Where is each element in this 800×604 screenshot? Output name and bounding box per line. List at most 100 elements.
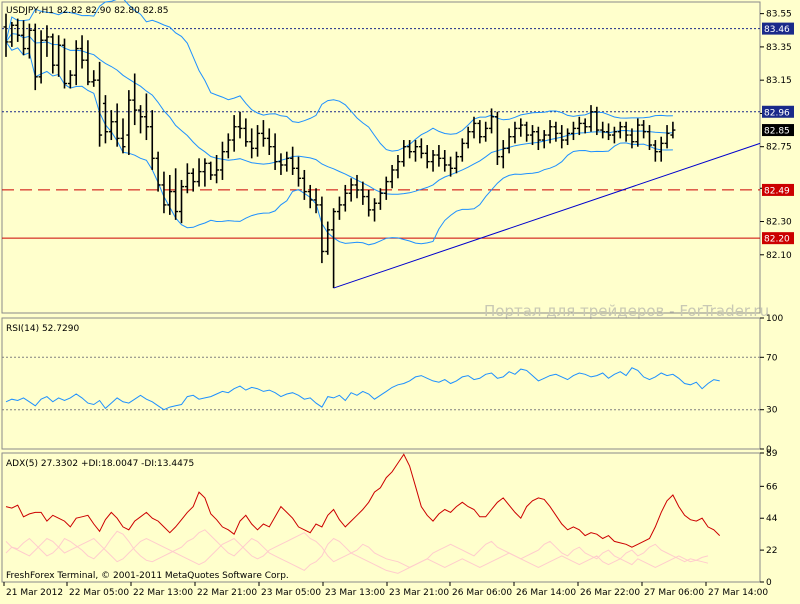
ohlc-bar[interactable] [50,33,56,74]
ohlc-bar[interactable] [67,70,73,89]
ohlc-bar[interactable] [506,128,512,154]
ohlc-bar[interactable] [658,136,664,162]
ohlc-bar[interactable] [79,35,85,69]
ohlc-bar[interactable] [372,198,378,222]
ohlc-bar[interactable] [26,23,32,59]
ohlc-bar[interactable] [477,120,483,144]
ohlc-bar[interactable] [635,118,641,147]
ohlc-bar[interactable] [225,133,231,159]
ohlc-bar[interactable] [313,188,319,214]
ohlc-bar[interactable] [582,118,588,134]
trendline[interactable] [333,142,761,289]
ohlc-bar[interactable] [600,121,606,139]
ohlc-bar[interactable] [15,18,21,42]
ohlc-bar[interactable] [670,121,676,139]
ohlc-bar[interactable] [272,133,278,170]
ohlc-bar[interactable] [530,125,535,146]
ohlc-bar[interactable] [108,110,114,141]
ohlc-bar[interactable] [62,38,67,89]
ohlc-bar[interactable] [208,161,214,180]
ohlc-bar[interactable] [576,116,582,136]
ohlc-bar[interactable] [296,156,301,187]
ohlc-bar[interactable] [290,146,296,175]
ohlc-bar[interactable] [114,103,120,147]
ohlc-bar[interactable] [3,13,9,57]
ohlc-bar[interactable] [453,151,459,174]
ohlc-bar[interactable] [606,123,612,141]
ohlc-bar[interactable] [243,118,249,147]
ohlc-bar[interactable] [611,126,617,144]
ohlc-bar[interactable] [629,128,635,149]
ohlc-bar[interactable] [570,121,576,141]
ohlc-bar[interactable] [336,196,342,220]
ohlc-bar[interactable] [348,178,354,202]
ohlc-bar[interactable] [465,126,471,149]
ohlc-bar[interactable] [494,111,500,165]
ohlc-bar[interactable] [9,21,15,47]
ohlc-bar[interactable] [301,169,307,200]
ohlc-bar[interactable] [202,158,208,187]
ohlc-bar[interactable] [389,164,395,189]
ohlc-bar[interactable] [524,121,530,142]
ohlc-bar[interactable] [459,138,465,162]
ohlc-bar[interactable] [424,145,430,169]
ohlc-bar[interactable] [173,168,179,220]
ohlc-bar[interactable] [179,179,184,224]
ohlc-bar[interactable] [237,111,243,139]
ohlc-bar[interactable] [418,138,424,159]
ohlc-bar[interactable] [155,151,161,192]
ohlc-bar[interactable] [120,118,126,154]
ohlc-bar[interactable] [307,184,313,209]
ohlc-bar[interactable] [594,106,600,136]
ohlc-bar[interactable] [73,40,79,86]
ohlc-bar[interactable] [448,156,454,177]
ohlc-bar[interactable] [284,151,290,172]
ohlc-bar[interactable] [278,153,284,175]
ohlc-bar[interactable] [196,158,202,187]
ohlc-bar[interactable] [319,196,325,264]
ohlc-bar[interactable] [535,126,541,151]
ohlc-bar[interactable] [249,128,255,159]
ohlc-bar[interactable] [377,188,383,210]
ohlc-bar[interactable] [652,140,658,162]
ohlc-bar[interactable] [547,120,553,144]
ohlc-bar[interactable] [617,121,623,139]
ohlc-bar[interactable] [260,120,266,147]
ohlc-bar[interactable] [126,90,132,156]
ohlc-bar[interactable] [143,93,149,141]
ohlc-bar[interactable] [231,115,237,152]
ohlc-bar[interactable] [214,155,220,184]
ohlc-bar[interactable] [664,125,670,149]
ohlc-bar[interactable] [518,118,524,137]
ohlc-bar[interactable] [512,121,518,144]
ohlc-bar[interactable] [190,168,196,192]
ohlc-bar[interactable] [97,61,103,147]
ohlc-bar[interactable] [559,125,565,149]
ohlc-bar[interactable] [255,125,261,157]
ohlc-bar[interactable] [383,176,389,200]
ohlc-bar[interactable] [354,174,360,199]
ohlc-bar[interactable] [401,140,407,167]
ohlc-bar[interactable] [138,105,144,134]
ohlc-bar[interactable] [360,181,366,205]
ohlc-bar[interactable] [436,145,442,167]
ohlc-bar[interactable] [565,128,571,146]
ohlc-bar[interactable] [21,20,27,56]
ohlc-bar[interactable] [38,30,44,84]
ohlc-bar[interactable] [647,125,652,151]
ohlc-bar[interactable] [442,150,448,172]
ohlc-bar[interactable] [413,140,418,162]
ohlc-bar[interactable] [541,130,547,149]
ohlc-bar[interactable] [184,163,190,194]
ohlc-bar[interactable] [407,140,413,159]
ohlc-bar[interactable] [132,73,138,126]
ohlc-bar[interactable] [366,189,372,217]
ohlc-bar[interactable] [471,116,477,139]
ohlc-bar[interactable] [102,95,108,144]
ohlc-bar[interactable] [641,120,647,139]
ohlc-bar[interactable] [56,35,62,77]
ohlc-bar[interactable] [331,208,337,289]
ohlc-bar[interactable] [623,121,629,142]
